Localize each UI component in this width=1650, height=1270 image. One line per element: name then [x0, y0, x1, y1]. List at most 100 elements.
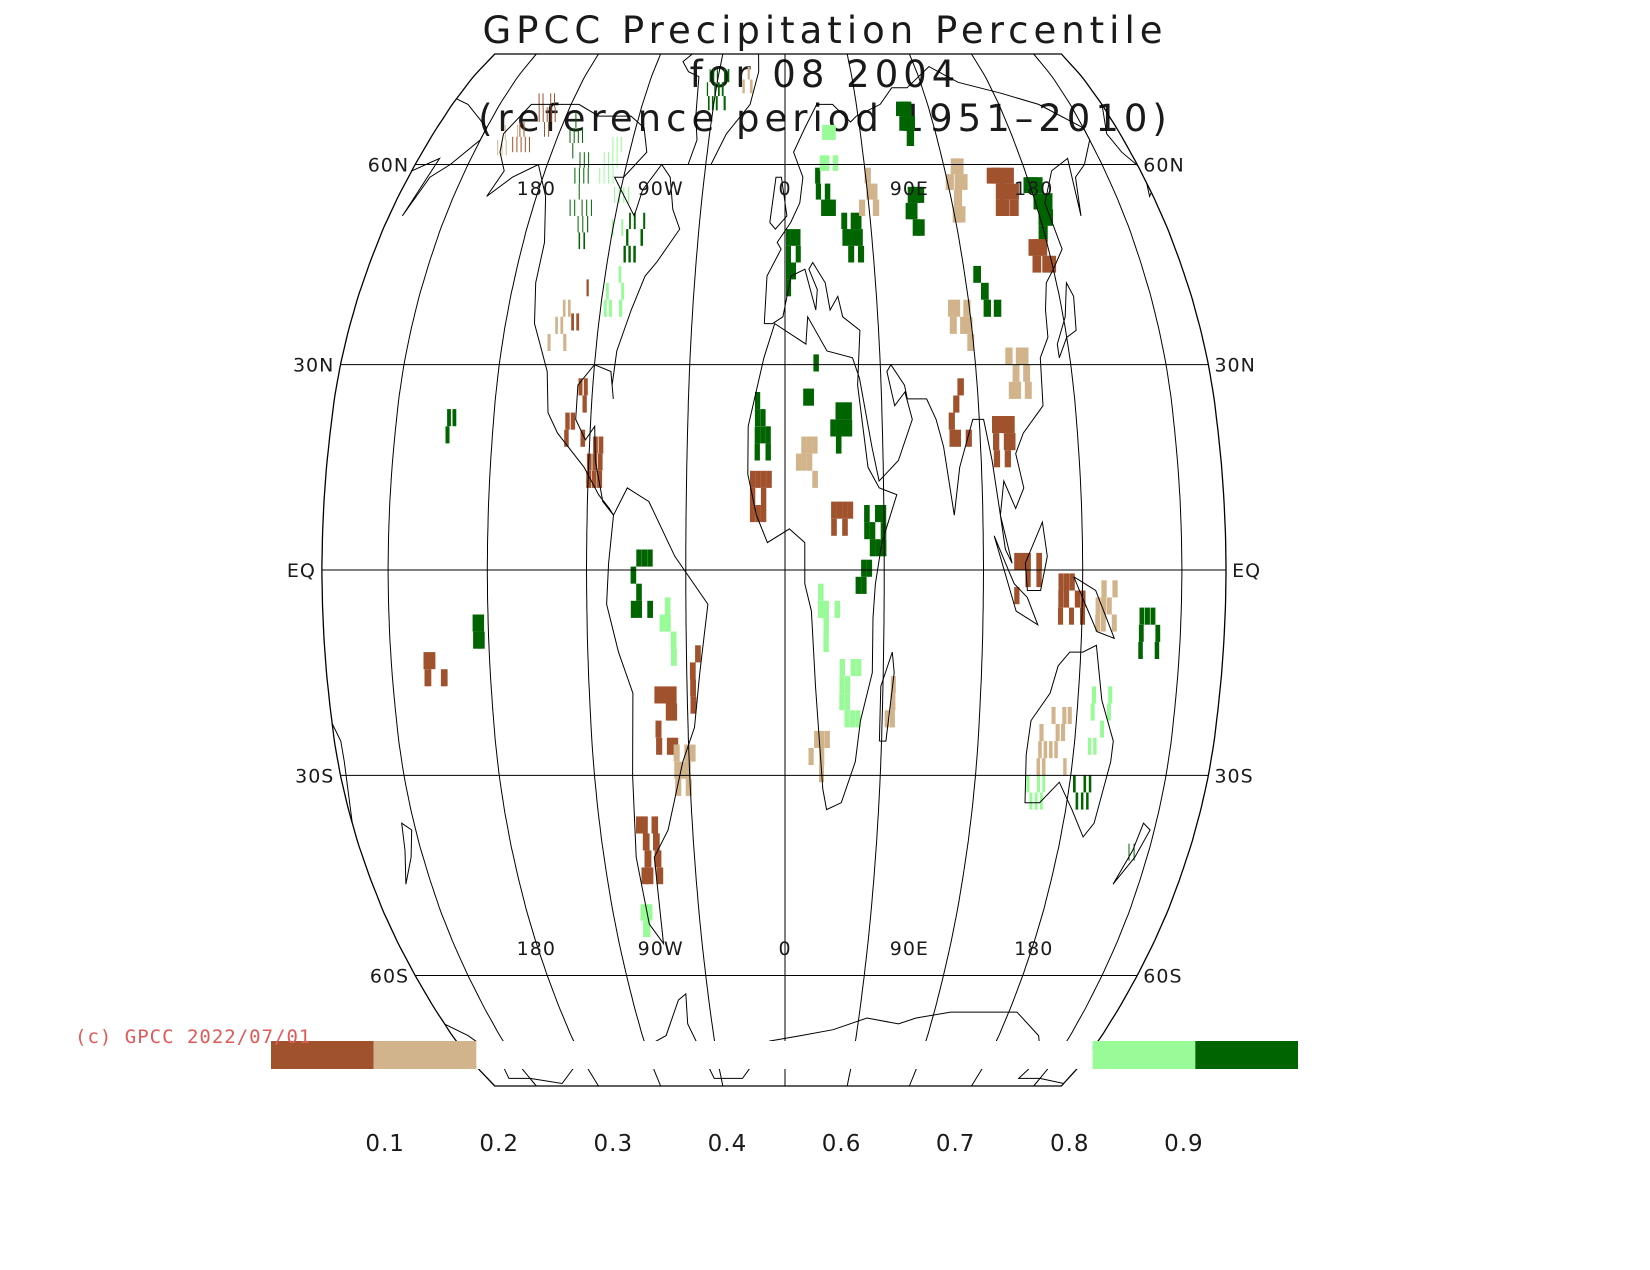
precip-cell	[597, 470, 603, 488]
coastline	[1112, 822, 1151, 885]
precip-cell	[1091, 686, 1097, 704]
precip-cell	[1061, 724, 1066, 742]
precip-cell	[721, 82, 724, 97]
coastline	[0, 488, 1, 944]
precip-cell	[641, 816, 648, 834]
coastline	[321, 282, 344, 359]
precip-cell	[995, 199, 1005, 216]
precip-cell	[861, 559, 867, 577]
precip-cell	[953, 190, 963, 207]
meridian-line	[486, 53, 599, 1087]
precip-cell	[581, 199, 583, 216]
precip-cell	[633, 245, 636, 263]
precip-cell	[1033, 193, 1044, 210]
precip-cell	[612, 152, 614, 168]
precip-cell	[618, 265, 622, 283]
precip-cell	[626, 229, 629, 246]
precip-cell	[808, 388, 814, 406]
precip-cell	[813, 354, 819, 372]
precip-cell	[812, 470, 818, 488]
precip-cell	[1038, 239, 1048, 256]
precip-cell	[1058, 590, 1064, 608]
precip-cell	[824, 155, 830, 171]
precip-cell	[621, 282, 625, 300]
precip-cell	[1069, 607, 1074, 625]
meridian-line	[1033, 53, 1183, 1087]
coastline	[97, 652, 113, 741]
precip-cell	[1009, 433, 1016, 451]
precip-cell	[864, 505, 870, 523]
precip-cell	[619, 299, 623, 317]
coastline	[321, 644, 353, 838]
precip-cell	[653, 833, 660, 851]
precip-cell	[1101, 597, 1107, 615]
precip-cell	[754, 426, 760, 444]
precip-cell	[1051, 706, 1056, 724]
precip-cell	[423, 652, 430, 670]
precip-cell	[819, 748, 825, 766]
precip-cell	[839, 693, 845, 711]
precip-cell	[957, 206, 966, 223]
precip-cell	[659, 686, 666, 704]
precip-cell	[636, 600, 642, 618]
precip-cell	[1054, 741, 1058, 759]
precip-cell	[547, 333, 551, 351]
precip-cell	[690, 679, 696, 697]
coastline	[1073, 576, 1116, 640]
precip-cell	[836, 501, 843, 519]
precip-cell	[834, 600, 840, 618]
precip-cell	[821, 199, 827, 216]
precip-cell	[512, 136, 514, 153]
precip-cell	[1107, 703, 1111, 721]
precip-cell	[872, 199, 880, 216]
precip-cell	[554, 93, 555, 108]
precip-cell	[542, 93, 544, 108]
coastline	[769, 176, 788, 230]
precip-cell	[709, 69, 711, 83]
precip-cell	[866, 559, 873, 577]
precip-cell	[603, 299, 607, 317]
precip-cell	[1067, 706, 1072, 724]
precip-cell	[818, 583, 824, 601]
precip-cell	[1088, 775, 1092, 793]
precip-cell	[679, 761, 686, 779]
precip-cell	[765, 443, 771, 461]
precip-cell	[575, 113, 577, 128]
precip-cell	[586, 279, 589, 297]
precip-cell	[841, 212, 848, 230]
precip-cell	[718, 82, 720, 97]
meridian-line	[908, 53, 984, 1087]
precip-cell	[612, 136, 614, 153]
precip-cell	[824, 183, 831, 200]
precip-cell	[1133, 843, 1135, 861]
colorbar-tick-label: 0.2	[479, 1131, 519, 1157]
precip-cell	[749, 505, 756, 523]
precip-cell	[903, 101, 912, 117]
precip-cell	[750, 470, 756, 488]
precip-cell	[724, 69, 726, 83]
precip-cell	[538, 93, 540, 108]
coastline	[747, 65, 1091, 811]
precipitation-cells	[423, 66, 1161, 938]
precip-cell	[835, 402, 842, 420]
precip-cell	[623, 245, 626, 263]
precip-cell	[636, 816, 643, 834]
precip-cell	[1034, 792, 1038, 810]
precip-cell	[1025, 552, 1031, 570]
precip-cell	[1008, 416, 1015, 434]
lon-label-top: 0	[778, 178, 791, 200]
precip-cell	[760, 487, 767, 505]
precip-cell	[572, 143, 574, 159]
lat-label-right: EQ	[1232, 560, 1261, 582]
precip-cell	[670, 631, 677, 649]
precip-cell	[823, 617, 829, 635]
precip-cell	[665, 686, 672, 704]
precip-cell	[715, 96, 718, 111]
coastline	[1056, 280, 1077, 358]
coastline	[232, 522, 254, 590]
coastline	[86, 177, 136, 229]
precip-cell	[1009, 199, 1019, 216]
precip-cell	[858, 245, 865, 263]
precip-cell	[706, 82, 709, 97]
lat-label-left: 30S	[295, 765, 334, 787]
